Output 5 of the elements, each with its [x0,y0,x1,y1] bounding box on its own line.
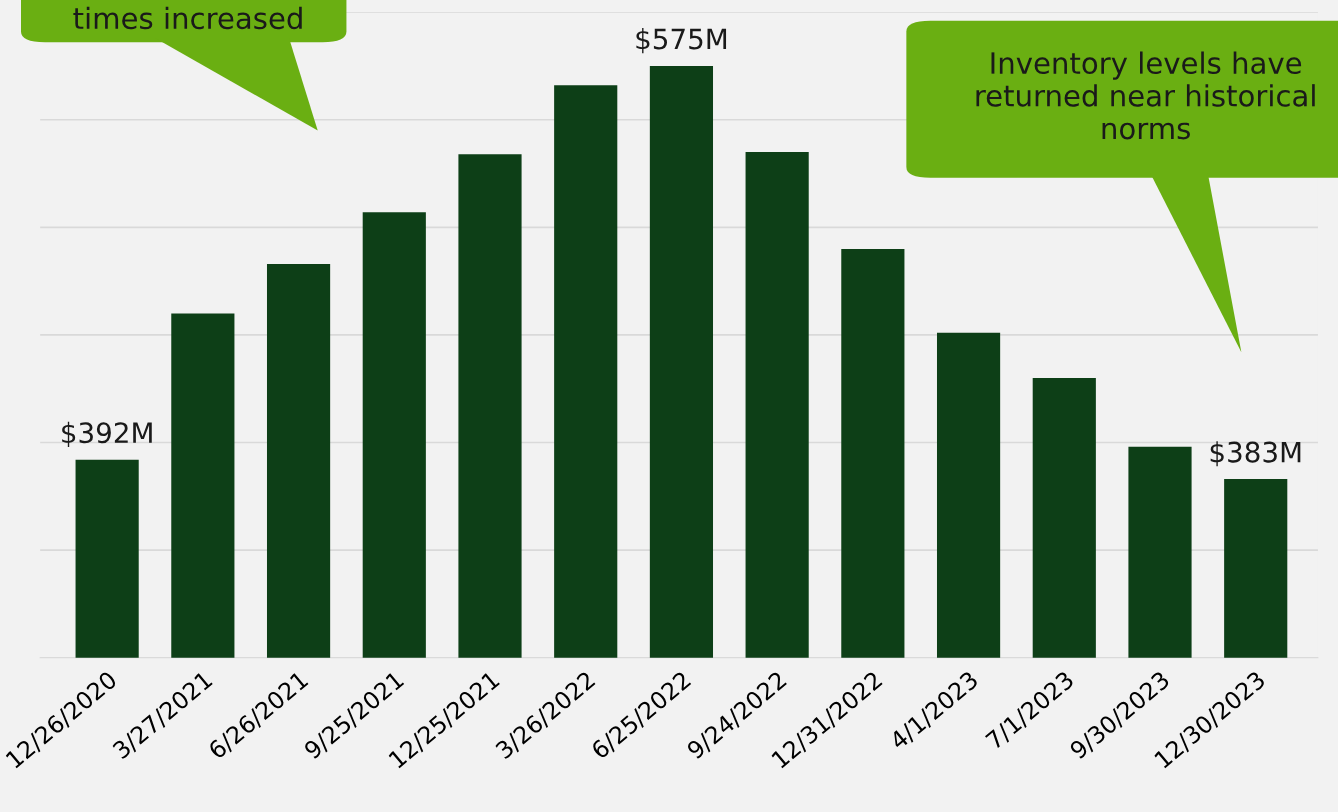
annotation: times increased [73,6,302,30]
annotation: Inventory levels have returned near historical norms [976,51,1315,140]
data-label: $575M [636,27,727,54]
data-label: $383M [1210,441,1301,467]
data-label: $392M [62,421,152,447]
